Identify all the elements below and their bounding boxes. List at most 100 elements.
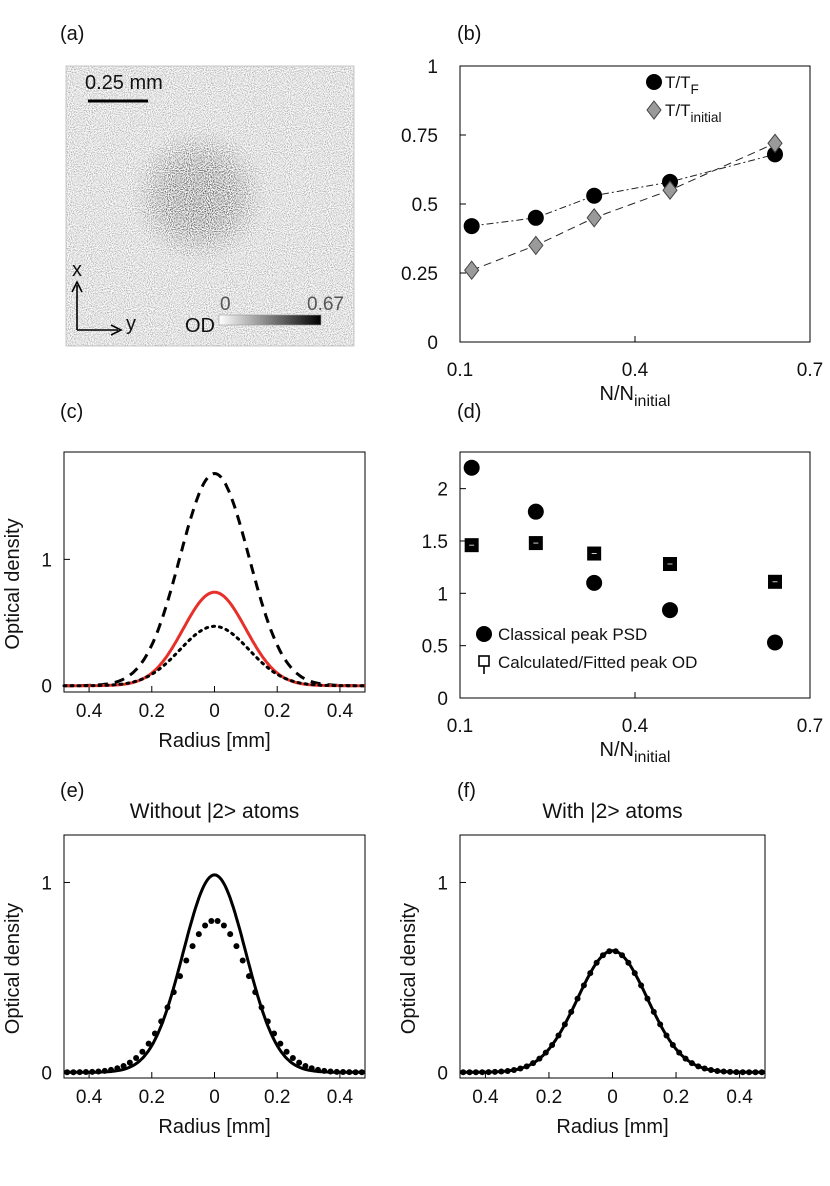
profile-dot-1 [638,982,645,989]
x-tick-label: 0.2 [264,701,290,722]
profile-dot-1 [587,970,594,977]
profile-dot-1 [720,1068,727,1075]
y-axis-label: Optical density [398,903,420,1034]
profile-dot-1 [108,1066,115,1073]
profile-dot-1 [70,1069,77,1076]
y-tick-label: 0 [437,1063,448,1084]
profile-dot-1 [358,1069,365,1076]
profile-dot-1 [252,989,259,996]
profile-dot-1 [669,1041,676,1048]
panel-label-c: (c) [60,401,83,423]
profile-dot-1 [95,1068,102,1075]
y-tick-label: 1 [41,550,52,571]
profile-dot-1 [302,1062,309,1069]
legend-marker-0 [476,626,492,642]
data-point-1 [528,536,543,551]
y-tick-label: 1 [437,873,448,894]
colorbar-max-label: 0.67 [307,294,344,315]
chart-c-optical-density-profiles: 0 1 0.4 0.2 0 0.2 0.4 Radius [mm] Optical densit… [2,451,367,752]
profile-dot-1 [619,952,626,959]
chart-b-temperature: 0 0.25 0.5 0.75 1 0.1 0.4 0.7 N/Ninitial T/TF T/Ti… [401,57,823,410]
profile-dot-1 [758,1069,765,1076]
profile-dot-1 [126,1059,133,1066]
x-tick-label: 0.4 [327,1087,354,1108]
data-point-1 [662,180,678,201]
y-tick-label: 1.5 [422,532,448,553]
profile-dot-1 [89,1068,96,1075]
profile-dot-1 [688,1060,695,1067]
profile-dot-1 [561,1021,568,1028]
profile-dot-1 [183,957,190,964]
profile-dot-1 [479,1069,486,1076]
profile-dot-1 [644,995,651,1002]
legend-marker-1 [478,655,490,674]
profile-dot-1 [227,931,234,938]
y-tick-label: 1 [41,873,52,894]
profile-dot-1 [314,1066,321,1073]
profile-dot-1 [340,1069,347,1076]
profile-dot-1 [177,973,184,980]
legend-label-0: Classical peak PSD [498,625,647,644]
profile-dot-1 [536,1055,543,1062]
axis-x-label: x [72,259,82,281]
profile-dot-1 [333,1068,340,1075]
profile-dot-1 [283,1048,290,1055]
profile-dot-1 [714,1067,721,1074]
profile-dot-1 [606,948,613,955]
x-tick-label: 0.4 [327,701,354,722]
profile-dot-1 [460,1069,467,1076]
legend-label-1: T/Tinitial [665,101,721,125]
profile-dot-1 [164,1004,171,1011]
panel-label-f: (f) [457,780,476,802]
x-tick-label: 0 [209,701,220,722]
axes-arrows [71,280,123,336]
profile-dot-1 [264,1018,271,1025]
legend-label-0: T/TF [665,73,699,97]
x-tick-label: 0.4 [622,716,649,737]
profile-curve-0 [64,873,365,1074]
profile-dot-1 [82,1069,89,1076]
x-tick-label: 0.4 [622,360,649,381]
scale-bar-label: 0.25 mm [85,72,163,94]
panel-label-e: (e) [60,780,84,802]
profile-dot-1 [239,957,246,964]
plot-frame [63,834,366,1079]
x-tick-label: 0.4 [726,1087,753,1108]
chart-e-without-state-2: 0 1 0.4 0.2 0 0.2 0.4 Radius [mm] Optical densit… [2,800,366,1138]
y-tick-label: 1 [437,584,448,605]
plot-frame [459,834,766,1079]
data-point-1 [767,133,783,154]
colorbar-min-label: 0 [220,294,231,315]
profile-dot-1 [568,1008,575,1015]
x-tick-label: 0 [607,1087,618,1108]
profile-dot-1 [120,1062,127,1069]
x-axis-label: N/Ninitial [600,739,671,766]
x-axis-label: Radius [mm] [158,730,270,752]
data-point-0 [767,146,783,163]
profile-dot-1 [650,1008,657,1015]
series-line-1 [471,142,776,271]
profile-dot-1 [727,1068,734,1075]
profile-dot-1 [612,948,619,955]
absorption-image-panel: 0.25 mm x y 0 0.67 OD [65,65,355,347]
profile-dot-1 [752,1069,759,1076]
profile-curve-2 [62,624,367,688]
profile-dot-1 [466,1069,473,1076]
profile-dot-1 [114,1065,121,1072]
atom-cloud [131,128,267,264]
x-tick-label: 0.7 [797,716,823,737]
y-tick-label: 0 [41,1063,52,1084]
od-label: OD [185,315,215,337]
y-tick-label: 0 [437,689,448,710]
x-axis-label: Radius [mm] [556,1116,668,1138]
profile-dot-1 [542,1049,549,1056]
profile-dot-1 [625,959,632,966]
profile-dot-1 [158,1018,165,1025]
profile-dot-1 [491,1068,498,1075]
x-tick-label: 0.4 [76,1087,103,1108]
profile-dot-1 [701,1065,708,1072]
profile-dot-1 [151,1030,158,1037]
x-tick-label: 0.2 [139,701,165,722]
profile-dot-1 [214,918,221,925]
x-tick-label: 0.4 [472,1087,499,1108]
